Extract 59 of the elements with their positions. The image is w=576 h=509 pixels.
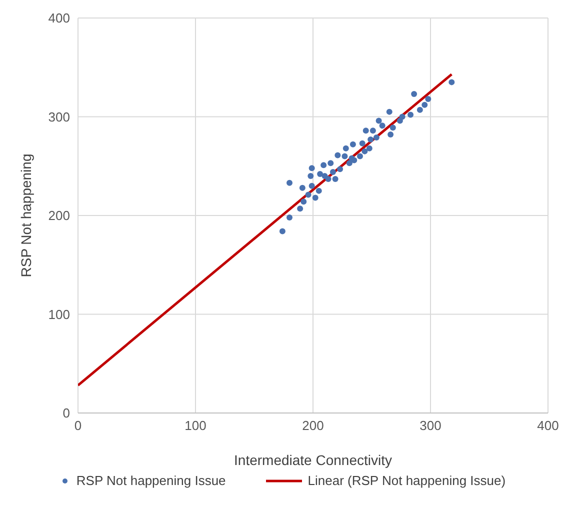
point: [390, 124, 396, 131]
point: [328, 160, 334, 166]
point: [411, 91, 418, 98]
x-tick-label: 200: [302, 418, 324, 434]
point: [316, 188, 322, 194]
x-tick-label: 100: [184, 418, 206, 434]
point: [408, 112, 414, 118]
y-axis-title: RSP Not happening: [18, 154, 34, 278]
point: [373, 134, 380, 140]
x-tick-label: 0: [74, 418, 82, 434]
point: [305, 192, 312, 198]
point: [299, 184, 306, 191]
point: [425, 96, 432, 102]
point: [379, 122, 386, 129]
legend-label: Linear (RSP Not happening Issue): [308, 473, 506, 488]
point: [342, 153, 348, 160]
x-tick-label: 400: [537, 418, 559, 434]
point: [351, 157, 358, 164]
point: [368, 136, 374, 142]
point: [308, 173, 314, 179]
point: [388, 132, 394, 138]
y-tick-label: 0: [62, 406, 70, 421]
point: [370, 128, 376, 134]
point: [366, 145, 372, 152]
point: [286, 214, 292, 220]
point: [297, 206, 304, 212]
point: [308, 165, 315, 172]
legend-label: RSP Not happening Issue: [76, 473, 226, 488]
point: [337, 166, 344, 172]
x-axis-title: Intermediate Connectivity: [234, 452, 392, 468]
point: [308, 182, 315, 189]
point: [279, 228, 286, 234]
x-tick-label: 300: [420, 418, 442, 434]
y-tick-label: 100: [48, 306, 70, 322]
point: [317, 171, 324, 178]
point: [330, 169, 336, 176]
point: [448, 79, 455, 86]
y-tick-label: 200: [48, 208, 70, 224]
point: [422, 102, 428, 108]
point: [357, 153, 363, 160]
point: [350, 141, 356, 148]
point: [325, 176, 332, 182]
point: [334, 152, 341, 158]
y-tick-label: 300: [48, 109, 70, 124]
point: [362, 128, 369, 134]
point: [300, 198, 307, 205]
point: [376, 118, 382, 124]
point: [359, 140, 366, 146]
point: [386, 108, 392, 115]
point: [320, 162, 327, 168]
y-tick-label: 400: [48, 10, 70, 26]
point: [332, 176, 338, 182]
point: [346, 160, 352, 166]
point: [362, 148, 368, 154]
point: [312, 194, 318, 201]
point: [399, 114, 406, 120]
point: [342, 145, 349, 152]
point: [286, 180, 292, 186]
point: [416, 106, 423, 113]
